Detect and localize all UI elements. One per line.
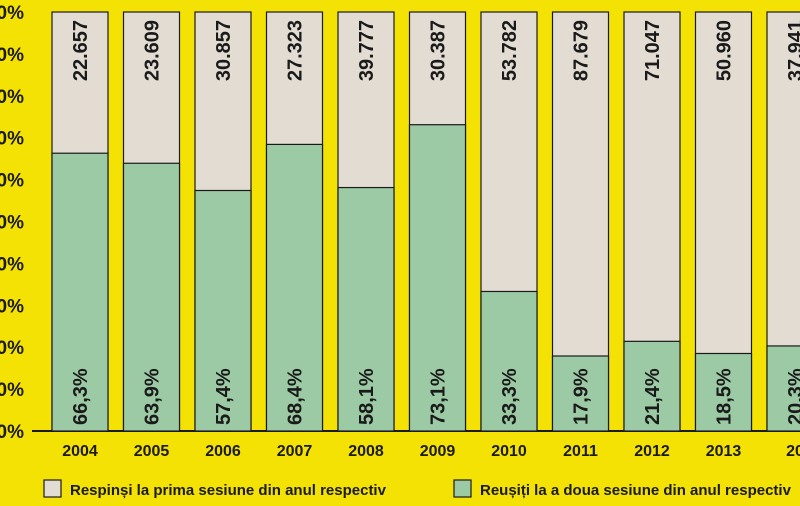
bar-group-2012: 71.047 21,4% 2012: [623, 11, 681, 460]
bar-group-2007: 27.323 68,4% 2007: [265, 11, 324, 460]
x-tick-label: 2011: [563, 443, 598, 460]
y-tick-label: 0%: [0, 338, 24, 359]
value-label-reusiti: 21,4%: [642, 368, 664, 425]
legend-swatch-reusiti: [453, 479, 472, 498]
bar-reusiti: [694, 352, 753, 432]
value-label-reusiti: 73,1%: [428, 368, 450, 425]
value-label-respinsi: 27.323: [285, 20, 307, 81]
x-tick-label: 2009: [420, 443, 456, 460]
bar-reusiti: [480, 290, 538, 432]
bar-reusiti: [265, 143, 324, 432]
bar-reusiti: [337, 186, 395, 432]
value-label-respinsi: 23.609: [142, 20, 164, 81]
value-label-respinsi: 87.679: [571, 20, 593, 81]
value-label-reusiti: 33,3%: [499, 368, 521, 425]
x-tick-label: 2012: [634, 443, 670, 460]
bar-reusiti: [766, 345, 800, 432]
bar-reusiti: [408, 124, 467, 432]
legend: Respinși la prima sesiune din anul respe…: [43, 479, 792, 499]
x-tick-label: 2013: [706, 443, 742, 460]
y-tick-label: 0%: [0, 422, 24, 443]
x-tick-label: 2006: [205, 443, 241, 460]
x-tick-label: 2004: [62, 443, 98, 460]
bar-group-2014: 37.941 20,3% 20: [766, 11, 800, 460]
bar-reusiti: [623, 340, 681, 432]
bar-reusiti: [194, 189, 252, 432]
value-label-respinsi: 22.657: [70, 20, 92, 81]
value-label-reusiti: 18,5%: [714, 368, 736, 425]
value-label-respinsi: 30.387: [428, 20, 450, 81]
bar-group-2009: 30.387 73,1% 2009: [408, 11, 467, 460]
value-label-respinsi: 71.047: [642, 20, 664, 81]
bar-reusiti: [51, 152, 109, 432]
y-tick-label: 0%: [0, 129, 24, 150]
bar-group-2011: 87.679 17,9% 2011: [551, 11, 610, 460]
value-label-respinsi: 39.777: [356, 20, 378, 81]
bar-reusiti: [122, 162, 181, 432]
y-tick-label: 0%: [0, 3, 24, 24]
legend-label-respinsi: Respinși la prima sesiune din anul respe…: [70, 482, 387, 499]
x-tick-label: 2008: [348, 443, 384, 460]
bar-group-2008: 39.777 58,1% 2008: [337, 11, 395, 460]
value-label-reusiti: 68,4%: [285, 368, 307, 425]
bar-group-2004: 22.657 66,3% 2004: [51, 11, 109, 460]
value-label-reusiti: 63,9%: [142, 368, 164, 425]
value-label-reusiti: 58,1%: [356, 368, 378, 425]
y-tick-label: 0%: [0, 213, 24, 234]
bar-group-2006: 30.857 57,4% 2006: [194, 11, 252, 460]
value-label-reusiti: 17,9%: [571, 368, 593, 425]
x-tick-label: 2007: [277, 443, 313, 460]
value-label-respinsi: 53.782: [499, 20, 521, 81]
x-tick-label: 2010: [491, 443, 527, 460]
y-tick-label: 0%: [0, 87, 24, 108]
y-tick-label: 0%: [0, 380, 24, 401]
value-label-reusiti: 20,3%: [785, 368, 800, 425]
value-label-respinsi: 30.857: [213, 20, 235, 81]
legend-swatch-respinsi: [43, 479, 62, 498]
value-label-respinsi: 37.941: [785, 20, 800, 81]
value-label-reusiti: 66,3%: [70, 368, 92, 425]
x-tick-label: 20: [786, 443, 800, 460]
legend-label-reusiti: Reușiți la a doua sesiune din anul respe…: [480, 482, 792, 499]
bar-reusiti: [551, 355, 610, 432]
y-tick-label: 0%: [0, 254, 24, 275]
bar-group-2005: 23.609 63,9% 2005: [122, 11, 181, 460]
y-tick-label: 0%: [0, 296, 24, 317]
bar-group-2013: 50.960 18,5% 2013: [694, 11, 753, 460]
y-tick-label: 0%: [0, 45, 24, 66]
x-tick-label: 2005: [134, 443, 170, 460]
value-label-respinsi: 50.960: [714, 20, 736, 81]
bar-group-2010: 53.782 33,3% 2010: [480, 11, 538, 460]
value-label-reusiti: 57,4%: [213, 368, 235, 425]
y-tick-label: 0%: [0, 171, 24, 192]
